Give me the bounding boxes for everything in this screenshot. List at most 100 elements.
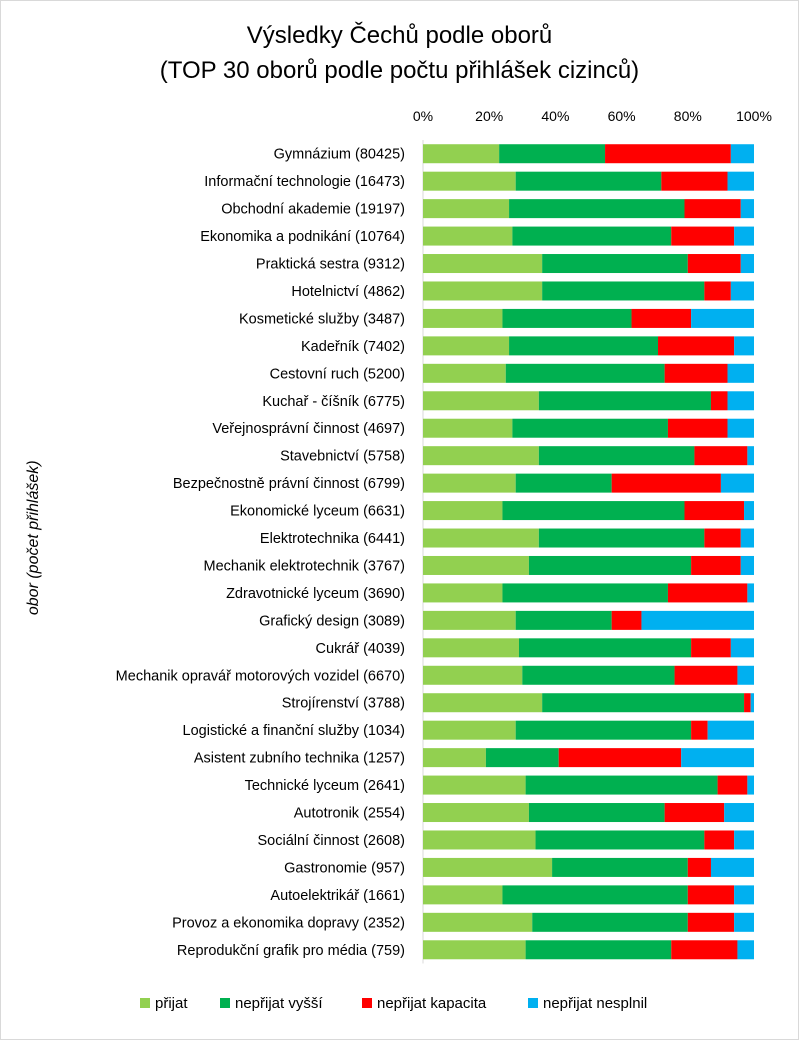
bar-segment xyxy=(423,665,523,685)
bar-segment xyxy=(528,803,665,823)
bar-segment xyxy=(538,528,705,548)
category-label: Technické lyceum (2641) xyxy=(245,778,405,794)
bar-segment xyxy=(641,610,754,630)
bar-segment xyxy=(611,473,721,493)
category-label: Kuchař - číšník (6775) xyxy=(262,394,405,410)
bar-segment xyxy=(691,720,708,740)
bar-segment xyxy=(528,555,692,575)
bar-segment xyxy=(684,501,745,521)
category-label: Gymnázium (80425) xyxy=(274,147,405,163)
category-label: Reprodukční grafik pro média (759) xyxy=(177,943,405,959)
bar-segment xyxy=(423,473,516,493)
bar-segment xyxy=(694,446,748,466)
bar-segment xyxy=(423,775,526,795)
legend-label: nepřijat kapacita xyxy=(377,995,487,1012)
bar-segment xyxy=(671,226,735,246)
category-label: Obchodní akademie (19197) xyxy=(221,202,405,218)
category-label: Autotronik (2554) xyxy=(294,806,405,822)
bar-segment xyxy=(681,748,754,768)
bar-segment xyxy=(505,363,665,383)
x-tick-label: 0% xyxy=(413,108,433,124)
category-label: Ekonomika a podnikání (10764) xyxy=(200,229,405,245)
legend-swatch xyxy=(362,998,372,1008)
bar-segment xyxy=(737,665,754,685)
bar-segment xyxy=(423,528,539,548)
bar-segment xyxy=(515,473,612,493)
bar-segment xyxy=(737,940,754,960)
legend-swatch xyxy=(220,998,230,1008)
bar-segment xyxy=(423,391,539,411)
bar-segment xyxy=(423,501,503,521)
bar-segment xyxy=(724,803,754,823)
bar-segment xyxy=(423,226,513,246)
category-label: Kadeřník (7402) xyxy=(301,339,405,355)
category-label: Bezpečnostně právní činnost (6799) xyxy=(173,476,405,492)
bar-segment xyxy=(423,418,513,438)
bar-segment xyxy=(717,775,748,795)
category-label: Hotelnictví (4862) xyxy=(291,284,405,300)
bar-segment xyxy=(499,144,606,164)
category-label: Kosmetické služby (3487) xyxy=(239,311,405,327)
bar-segment xyxy=(687,912,735,932)
bar-segment xyxy=(605,144,731,164)
bar-segment xyxy=(727,363,754,383)
bar-segment xyxy=(658,336,735,356)
bar-segment xyxy=(730,638,754,658)
bar-segment xyxy=(664,363,728,383)
category-label: Ekonomické lyceum (6631) xyxy=(230,504,405,520)
chart-subtitle: (TOP 30 oborů podle počtu přihlášek cizi… xyxy=(159,57,640,84)
x-tick-label: 60% xyxy=(608,108,636,124)
category-label: Stavebnictví (5758) xyxy=(280,449,405,465)
bar-segment xyxy=(747,583,754,603)
bar-segment xyxy=(423,171,516,191)
bar-segment xyxy=(423,336,510,356)
bar-segment xyxy=(423,748,486,768)
x-tick-label: 20% xyxy=(475,108,503,124)
bar-segment xyxy=(691,308,754,328)
bar-segment xyxy=(687,885,735,905)
category-label: Cestovní ruch (5200) xyxy=(270,366,405,382)
bar-segment xyxy=(522,665,675,685)
bar-segment xyxy=(552,857,688,877)
category-label: Zdravotnické lyceum (3690) xyxy=(226,586,405,602)
category-label: Autoelektrikář (1661) xyxy=(270,888,405,904)
bar-segment xyxy=(684,199,741,219)
category-label: Mechanik elektrotechnik (3767) xyxy=(204,558,406,574)
bar-segment xyxy=(423,254,543,274)
bar-segment xyxy=(727,418,754,438)
bar-segment xyxy=(611,610,642,630)
bar-segment xyxy=(423,144,500,164)
bar-segment xyxy=(734,226,754,246)
legend-label: přijat xyxy=(155,995,188,1012)
bar-segment xyxy=(512,418,668,438)
bar-segment xyxy=(515,171,662,191)
category-label: Strojírenství (3788) xyxy=(282,696,405,712)
category-label: Asistent zubního technika (1257) xyxy=(194,751,405,767)
bar-segment xyxy=(687,857,711,877)
bar-segment xyxy=(750,693,754,713)
bar-segment xyxy=(535,830,705,850)
bar-segment xyxy=(509,336,659,356)
bar-segment xyxy=(502,885,688,905)
bar-segment xyxy=(423,720,516,740)
bar-segment xyxy=(423,281,543,301)
bar-segment xyxy=(734,336,754,356)
bar-segment xyxy=(720,473,754,493)
category-label: Gastronomie (957) xyxy=(284,860,405,876)
x-tick-label: 100% xyxy=(736,108,772,124)
bar-segment xyxy=(710,857,754,877)
category-label: Logistické a finanční služby (1034) xyxy=(183,723,405,739)
bar-segment xyxy=(515,610,612,630)
bar-segment xyxy=(485,748,559,768)
bar-segment xyxy=(674,665,738,685)
x-tick-label: 80% xyxy=(674,108,702,124)
bar-segment xyxy=(525,775,718,795)
bar-segment xyxy=(512,226,672,246)
bar-segment xyxy=(423,830,536,850)
bar-segment xyxy=(744,693,751,713)
bar-segment xyxy=(542,254,688,274)
category-label: Informační technologie (16473) xyxy=(204,174,405,190)
legend-swatch xyxy=(528,998,538,1008)
bar-segment xyxy=(532,912,688,932)
